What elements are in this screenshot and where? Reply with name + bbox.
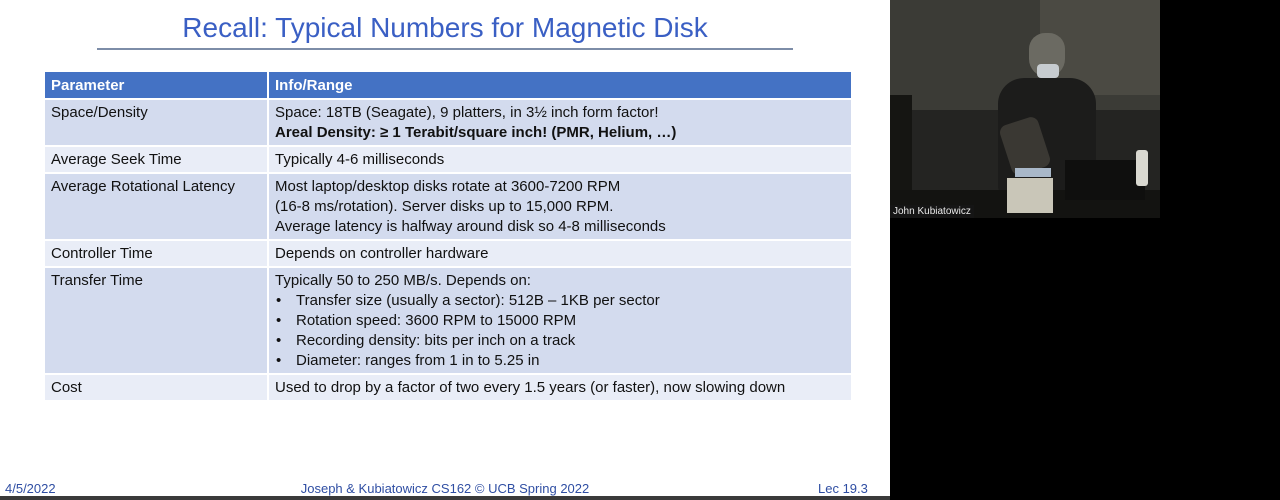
row-info-line: (16-8 ms/rotation). Server disks up to 1… [275,198,614,215]
row-parameter: Transfer Time [45,266,269,374]
row-parameter: Average Seek Time [45,145,269,173]
video-doorway [890,95,912,218]
row-info-line: Typically 4-6 milliseconds [275,151,445,168]
table-row: Space/Density Space: 18TB (Seagate), 9 p… [45,98,851,146]
table-header-row: Parameter Info/Range [45,72,851,99]
row-info-line: Depends on controller hardware [275,245,489,262]
row-info-line: Typically 50 to 250 MB/s. Depends on: [275,272,531,289]
header-parameter: Parameter [45,72,269,99]
bullet-item: Diameter: ranges from 1 in to 5.25 in [275,351,845,371]
table-row: Average Seek Time Typically 4-6 millisec… [45,145,851,173]
table-row: Average Rotational Latency Most laptop/d… [45,172,851,240]
footer-course: Joseph & Kubiatowicz CS162 © UCB Spring … [300,481,590,496]
table-row: Controller Time Depends on controller ha… [45,239,851,267]
slide-title: Recall: Typical Numbers for Magnetic Dis… [182,12,708,43]
table-row: Transfer Time Typically 50 to 250 MB/s. … [45,266,851,374]
bullet-item: Rotation speed: 3600 RPM to 15000 RPM [275,311,845,331]
table-row: Cost Used to drop by a factor of two eve… [45,373,851,400]
row-info: Space: 18TB (Seagate), 9 platters, in 3½… [268,98,851,146]
row-info-line: Space: 18TB (Seagate), 9 platters, in 3½… [275,104,659,121]
video-podium [1065,160,1145,200]
row-info: Most laptop/desktop disks rotate at 3600… [268,172,851,240]
participant-name-label: John Kubiatowicz [890,205,974,218]
row-info: Depends on controller hardware [268,239,851,267]
video-paper [1007,178,1053,213]
row-parameter: Controller Time [45,239,269,267]
row-parameter: Space/Density [45,98,269,146]
row-info-line: Most laptop/desktop disks rotate at 3600… [275,178,621,195]
video-bottle [1136,150,1148,186]
slide: Recall: Typical Numbers for Magnetic Dis… [0,0,890,500]
row-info-line: Average latency is halfway around disk s… [275,218,666,235]
bullet-item: Recording density: bits per inch on a tr… [275,331,845,351]
parameters-table: Parameter Info/Range Space/Density Space… [45,72,851,400]
row-parameter: Cost [45,373,269,400]
row-info: Used to drop by a factor of two every 1.… [268,373,851,400]
footer-lecture-number: Lec 19.3 [818,481,868,496]
row-info-bold-line: Areal Density: ≥ 1 Terabit/square inch! … [275,124,677,141]
bullet-item: Transfer size (usually a sector): 512B –… [275,291,845,311]
video-person-mask [1037,64,1059,78]
row-info-line: Used to drop by a factor of two every 1.… [275,379,786,396]
header-info-range: Info/Range [268,72,851,99]
video-laptop-screen [1015,168,1051,177]
video-tile[interactable] [890,0,1160,218]
slide-bottom-edge [0,496,890,500]
row-parameter: Average Rotational Latency [45,172,269,240]
row-info: Typically 50 to 250 MB/s. Depends on: Tr… [268,266,851,374]
title-underline [97,48,793,50]
bullet-list: Transfer size (usually a sector): 512B –… [275,291,845,371]
row-info: Typically 4-6 milliseconds [268,145,851,173]
footer-date: 4/5/2022 [5,481,56,496]
